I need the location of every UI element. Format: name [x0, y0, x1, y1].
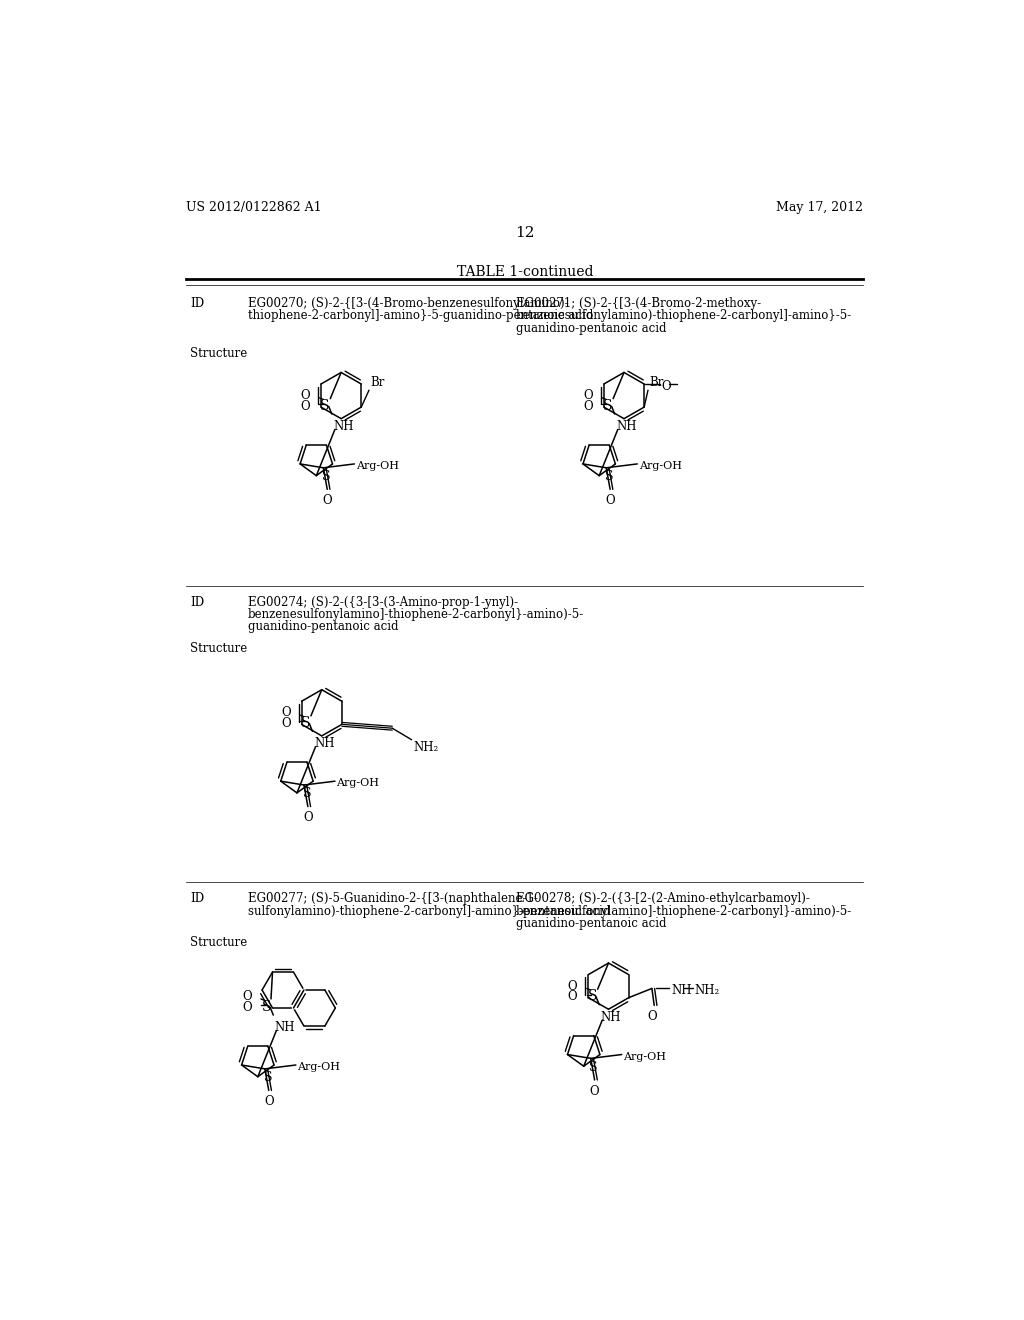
Text: O: O [300, 400, 310, 413]
Text: S: S [605, 470, 613, 483]
Text: O: O [648, 1010, 657, 1023]
Text: 12: 12 [515, 226, 535, 240]
Text: guanidino-pentanoic acid: guanidino-pentanoic acid [515, 917, 666, 929]
Text: S: S [263, 1071, 272, 1084]
Text: guanidino-pentanoic acid: guanidino-pentanoic acid [248, 620, 398, 634]
Text: O: O [590, 1085, 599, 1097]
Text: guanidino-pentanoic acid: guanidino-pentanoic acid [515, 322, 666, 335]
Text: O: O [242, 1001, 252, 1014]
Text: ID: ID [190, 297, 204, 310]
Text: Structure: Structure [190, 936, 247, 949]
Text: S: S [301, 715, 310, 730]
Text: benzenesulfonylamino]-thiophene-2-carbonyl}-amino)-5-: benzenesulfonylamino]-thiophene-2-carbon… [515, 904, 852, 917]
Text: S: S [321, 399, 330, 413]
Text: May 17, 2012: May 17, 2012 [776, 201, 863, 214]
Text: Br: Br [371, 376, 385, 388]
Text: S: S [261, 999, 271, 1014]
Text: EG00274; (S)-2-({3-[3-(3-Amino-prop-1-ynyl)-: EG00274; (S)-2-({3-[3-(3-Amino-prop-1-yn… [248, 595, 518, 609]
Text: US 2012/0122862 A1: US 2012/0122862 A1 [186, 201, 322, 214]
Text: EG00278; (S)-2-({3-[2-(2-Amino-ethylcarbamoyl)-: EG00278; (S)-2-({3-[2-(2-Amino-ethylcarb… [515, 892, 809, 906]
Text: Arg-OH: Arg-OH [356, 461, 399, 471]
Text: benzenesulfonylamino]-thiophene-2-carbonyl}-amino)-5-: benzenesulfonylamino]-thiophene-2-carbon… [248, 609, 585, 622]
Text: Arg-OH: Arg-OH [639, 461, 682, 471]
Text: O: O [282, 706, 291, 719]
Text: NH₂: NH₂ [694, 985, 720, 998]
Text: O: O [568, 979, 578, 993]
Text: O: O [323, 494, 332, 507]
Text: thiophene-2-carbonyl]-amino}-5-guanidino-pentanoic acid: thiophene-2-carbonyl]-amino}-5-guanidino… [248, 309, 594, 322]
Text: benzenesulfonylamino)-thiophene-2-carbonyl]-amino}-5-: benzenesulfonylamino)-thiophene-2-carbon… [515, 309, 852, 322]
Text: Arg-OH: Arg-OH [297, 1063, 340, 1072]
Text: Br: Br [649, 376, 664, 388]
Text: sulfonylamino)-thiophene-2-carbonyl]-amino}-pentanoic acid: sulfonylamino)-thiophene-2-carbonyl]-ami… [248, 904, 610, 917]
Text: EG00271; (S)-2-{[3-(4-Bromo-2-methoxy-: EG00271; (S)-2-{[3-(4-Bromo-2-methoxy- [515, 297, 761, 310]
Text: ID: ID [190, 595, 204, 609]
Text: NH: NH [314, 738, 335, 751]
Text: NH: NH [672, 985, 692, 998]
Text: O: O [242, 990, 252, 1003]
Text: NH: NH [601, 1011, 622, 1024]
Text: S: S [303, 787, 311, 800]
Text: O: O [300, 389, 310, 403]
Text: EG00277; (S)-5-Guanidino-2-{[3-(naphthalene-1-: EG00277; (S)-5-Guanidino-2-{[3-(naphthal… [248, 892, 538, 906]
Text: Arg-OH: Arg-OH [337, 779, 380, 788]
Text: O: O [282, 717, 291, 730]
Text: NH₂: NH₂ [414, 742, 438, 754]
Text: EG00270; (S)-2-{[3-(4-Bromo-benzenesulfonylamino)-: EG00270; (S)-2-{[3-(4-Bromo-benzenesulfo… [248, 297, 568, 310]
Text: NH: NH [616, 420, 637, 433]
Text: O: O [264, 1096, 273, 1107]
Text: S: S [323, 470, 331, 483]
Text: Structure: Structure [190, 642, 247, 655]
Text: O: O [568, 990, 578, 1003]
Text: O: O [584, 389, 593, 403]
Text: S: S [588, 989, 597, 1003]
Text: O: O [605, 494, 615, 507]
Text: S: S [603, 399, 612, 413]
Text: TABLE 1-continued: TABLE 1-continued [457, 264, 593, 279]
Text: O: O [662, 380, 671, 393]
Text: S: S [590, 1061, 598, 1073]
Text: O: O [303, 812, 312, 824]
Text: Arg-OH: Arg-OH [624, 1052, 667, 1061]
Text: NH: NH [334, 420, 354, 433]
Text: NH: NH [274, 1022, 295, 1035]
Text: Structure: Structure [190, 347, 247, 360]
Text: ID: ID [190, 892, 204, 906]
Text: O: O [584, 400, 593, 413]
